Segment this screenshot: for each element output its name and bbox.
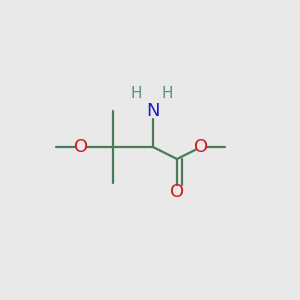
Text: H: H	[162, 85, 173, 100]
Text: O: O	[170, 183, 184, 201]
Text: N: N	[146, 102, 160, 120]
Text: O: O	[74, 138, 88, 156]
Text: O: O	[194, 138, 208, 156]
Text: H: H	[131, 85, 142, 100]
